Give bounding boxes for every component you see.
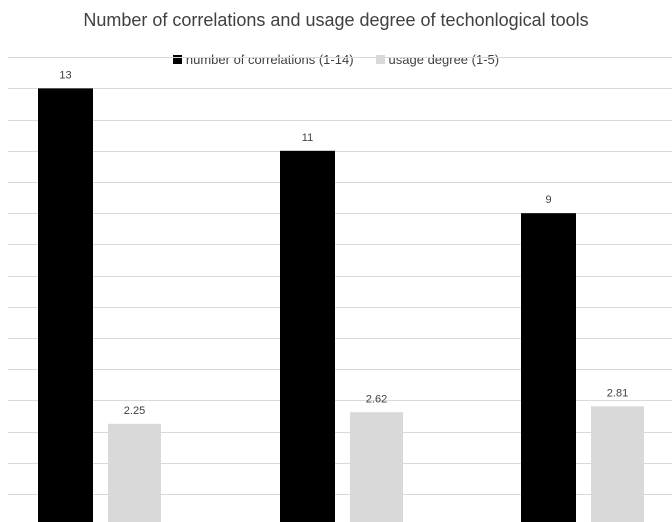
legend-label-correlations: number of correlations (1-14) [185,52,354,67]
bar-usage-1 [108,423,161,522]
legend: number of correlations (1-14) usage degr… [0,52,672,67]
data-label-usage-1: 2.25 [124,405,145,417]
bar-correlations-3 [521,213,576,522]
data-label-correlations-2: 11 [302,132,313,144]
legend-swatch-correlations [172,55,182,64]
legend-item-correlations: number of correlations (1-14) [172,52,354,67]
data-label-correlations-1: 13 [59,69,71,81]
bar-usage-2 [350,412,403,522]
bars [38,88,644,522]
bar-usage-3 [591,406,644,522]
data-label-usage-2: 2.62 [366,393,387,405]
data-label-correlations-3: 9 [545,194,551,206]
data-label-usage-3: 2.81 [607,387,628,399]
bar-correlations-1 [38,88,93,522]
data-labels: 13 11 9 2.25 2.62 2.81 [59,69,628,416]
legend-swatch-usage [375,55,385,64]
bar-correlations-2 [280,150,335,522]
legend-label-usage: usage degree (1-5) [388,52,500,67]
chart-title: Number of correlations and usage degree … [83,10,589,30]
legend-item-usage: usage degree (1-5) [375,52,500,67]
